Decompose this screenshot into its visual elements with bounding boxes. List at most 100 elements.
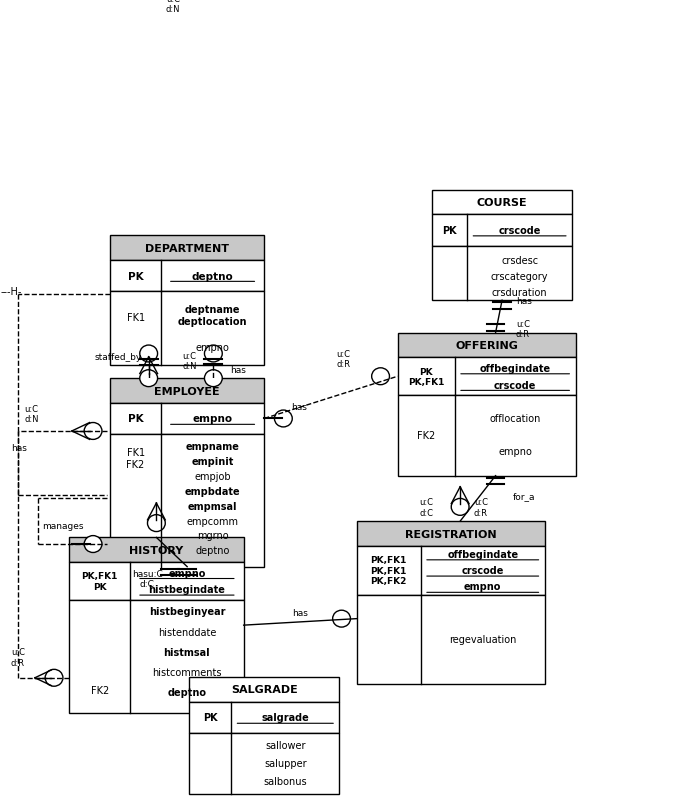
Text: deptname
deptlocation: deptname deptlocation <box>178 305 247 326</box>
Text: ---H-: ---H- <box>1 286 22 296</box>
Bar <box>110 379 264 403</box>
Text: histbegindate: histbegindate <box>148 585 226 594</box>
Text: offbegindate: offbegindate <box>480 363 551 374</box>
Text: u:C
d:N: u:C d:N <box>25 404 39 423</box>
Bar <box>110 403 264 435</box>
Text: OFFERING: OFFERING <box>455 341 518 350</box>
Text: empno: empno <box>196 342 230 352</box>
Text: empno: empno <box>168 568 206 578</box>
Text: PK: PK <box>203 712 217 723</box>
Text: crsduration: crsduration <box>492 288 547 298</box>
Bar <box>432 191 572 215</box>
Text: crscode: crscode <box>462 565 504 576</box>
Circle shape <box>140 371 157 387</box>
Bar <box>110 261 264 292</box>
Text: FK1: FK1 <box>126 313 145 322</box>
Text: has: has <box>292 403 308 411</box>
Text: histcomments: histcomments <box>152 666 221 677</box>
Bar <box>110 435 264 567</box>
Text: crsdesc: crsdesc <box>501 256 538 265</box>
Text: histmsal: histmsal <box>164 646 210 657</box>
Text: PK,FK1
PK,FK1
PK,FK2: PK,FK1 PK,FK1 PK,FK2 <box>371 556 407 585</box>
Text: u:C
d:N: u:C d:N <box>166 0 180 14</box>
Bar <box>397 358 575 395</box>
Text: has: has <box>230 365 246 375</box>
Circle shape <box>275 411 293 427</box>
Text: histenddate: histenddate <box>158 626 216 637</box>
Text: deptno: deptno <box>195 545 230 556</box>
Bar <box>357 546 545 595</box>
Text: empmsal: empmsal <box>188 501 237 511</box>
Circle shape <box>204 371 222 387</box>
Text: crscode: crscode <box>494 380 536 390</box>
Bar <box>189 677 339 702</box>
Bar <box>397 334 575 358</box>
Text: empcomm: empcomm <box>186 516 239 526</box>
Text: offbegindate: offbegindate <box>447 549 518 559</box>
Text: salupper: salupper <box>264 758 306 768</box>
Circle shape <box>140 346 157 363</box>
Text: empname: empname <box>186 441 239 452</box>
Text: PK,FK1
PK: PK,FK1 PK <box>81 572 118 591</box>
Text: empbdate: empbdate <box>185 486 240 496</box>
Bar <box>357 521 545 546</box>
Bar <box>110 236 264 261</box>
Bar <box>432 246 572 301</box>
Text: staffed_by: staffed_by <box>95 352 141 361</box>
Text: manages: manages <box>41 521 83 530</box>
Circle shape <box>204 346 222 363</box>
Circle shape <box>333 610 351 627</box>
Circle shape <box>372 368 389 385</box>
Text: u:C
d:R: u:C d:R <box>515 319 530 338</box>
Text: empno: empno <box>464 581 502 592</box>
Text: FK2: FK2 <box>417 431 435 441</box>
Text: PK: PK <box>442 225 457 236</box>
Text: empno: empno <box>193 414 233 424</box>
Text: sallower: sallower <box>265 739 306 750</box>
Text: empjob: empjob <box>195 471 231 481</box>
Circle shape <box>45 670 63 687</box>
Bar <box>69 562 244 600</box>
Bar <box>69 600 244 713</box>
Text: regevaluation: regevaluation <box>449 634 516 644</box>
Text: u:C
d:N: u:C d:N <box>183 351 197 371</box>
Text: mgrno: mgrno <box>197 531 228 541</box>
Text: COURSE: COURSE <box>477 198 527 208</box>
Text: empinit: empinit <box>191 456 234 466</box>
Text: FK2: FK2 <box>90 686 109 695</box>
Circle shape <box>148 515 166 532</box>
Bar <box>357 595 545 684</box>
Text: PK: PK <box>128 271 144 282</box>
Text: PK: PK <box>128 414 144 424</box>
Circle shape <box>451 499 469 516</box>
Circle shape <box>84 536 102 553</box>
Text: deptno: deptno <box>192 271 233 282</box>
Text: REGISTRATION: REGISTRATION <box>405 529 497 539</box>
Text: salbonus: salbonus <box>264 776 307 786</box>
Text: crscategory: crscategory <box>491 272 549 282</box>
Text: PK
PK,FK1: PK PK,FK1 <box>408 367 444 387</box>
Bar <box>189 702 339 733</box>
Text: hasu:C: hasu:C <box>132 569 163 579</box>
Text: has: has <box>11 444 27 452</box>
Bar <box>110 292 264 366</box>
Text: for_a: for_a <box>513 492 535 500</box>
Text: offlocation: offlocation <box>489 413 541 423</box>
Bar <box>69 537 244 562</box>
Text: has: has <box>292 609 308 618</box>
Text: d:C: d:C <box>139 579 154 589</box>
Text: HISTORY: HISTORY <box>129 545 184 555</box>
Text: histbeginyear: histbeginyear <box>148 607 225 617</box>
Bar <box>189 733 339 794</box>
Bar <box>432 215 572 246</box>
Bar <box>397 395 575 476</box>
Text: has: has <box>515 297 531 306</box>
Text: DEPARTMENT: DEPARTMENT <box>145 243 229 253</box>
Text: crscode: crscode <box>498 225 541 236</box>
Text: EMPLOYEE: EMPLOYEE <box>155 386 220 396</box>
Text: u:C
d:R: u:C d:R <box>336 350 350 369</box>
Text: FK1
FK2: FK1 FK2 <box>126 448 145 469</box>
Circle shape <box>84 423 102 439</box>
Text: empno: empno <box>498 447 532 457</box>
Text: deptno: deptno <box>168 687 206 697</box>
